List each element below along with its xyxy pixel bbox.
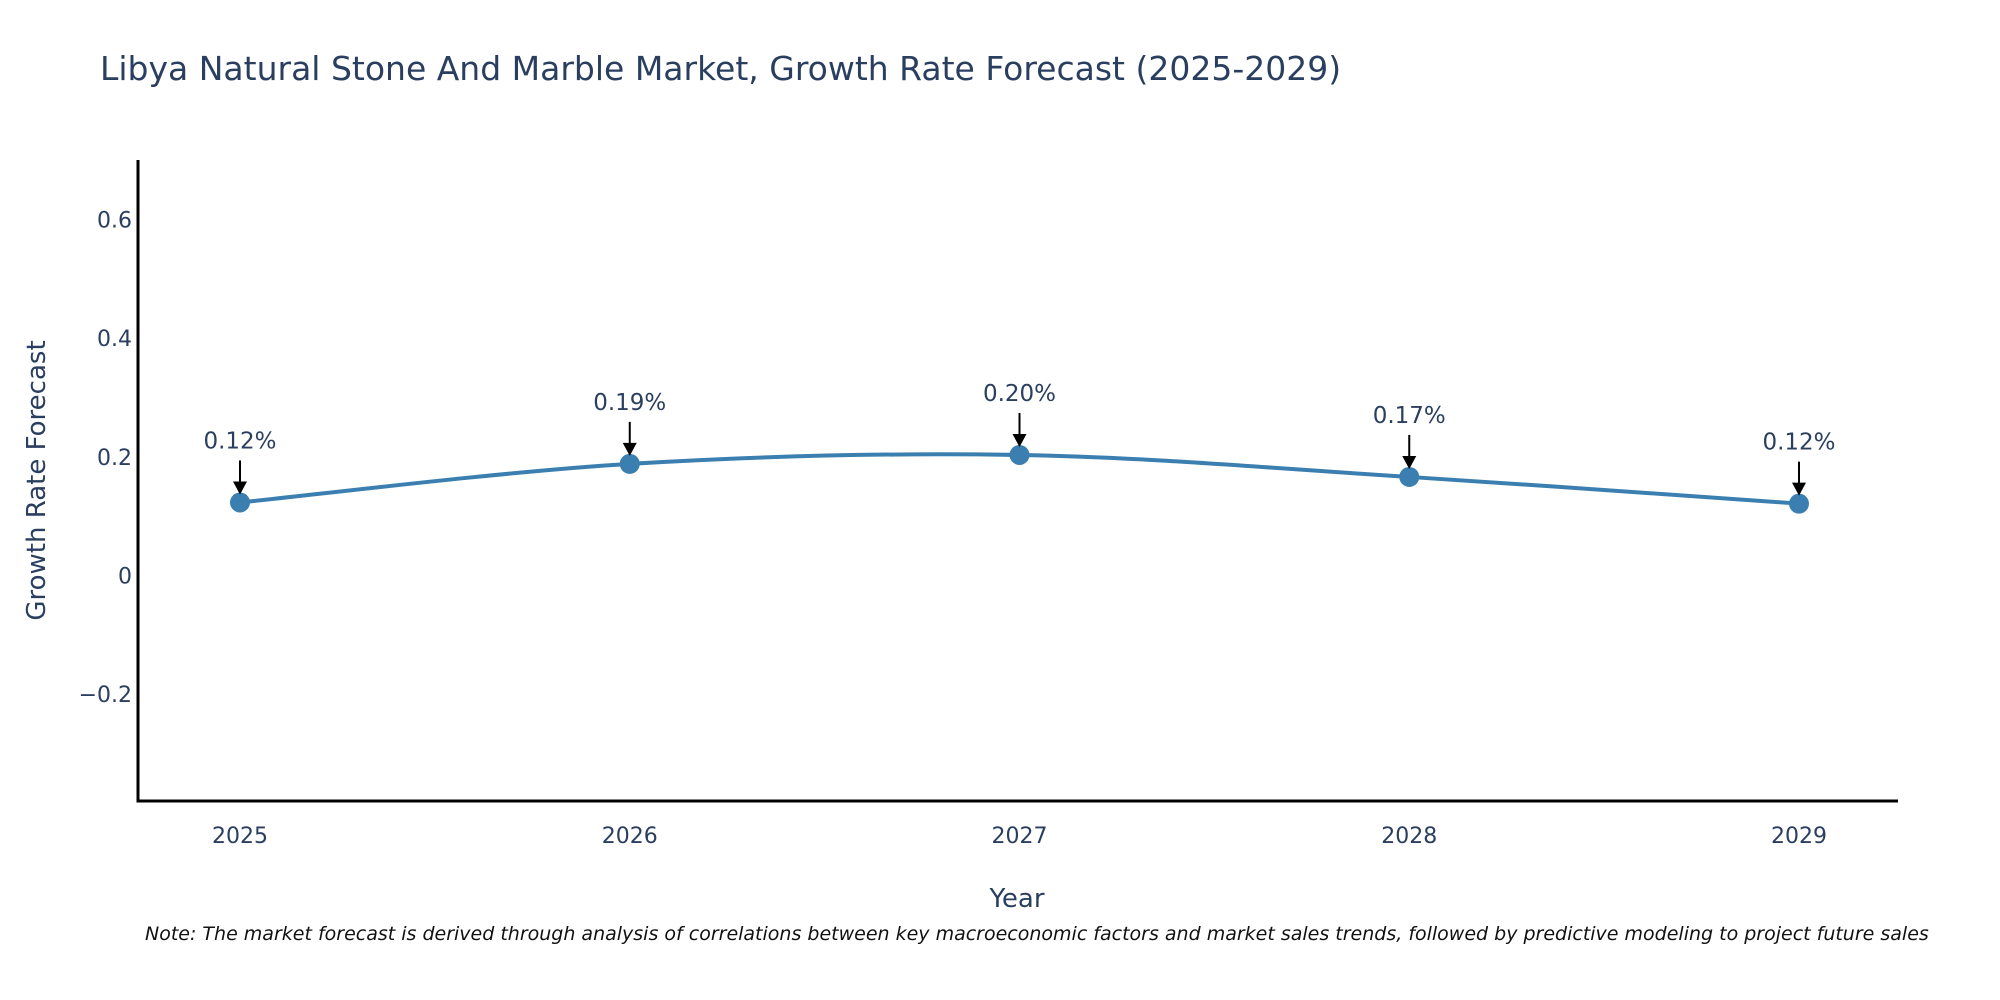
annotation-2028: 0.17% [1373, 403, 1446, 469]
footnote: Note: The market forecast is derived thr… [145, 923, 1929, 945]
data-label: 0.12% [1762, 430, 1835, 456]
data-point-2029 [1789, 493, 1809, 514]
data-label: 0.12% [203, 428, 276, 454]
annotation-2026: 0.19% [593, 390, 666, 456]
data-annotations: 0.12% 0.19% 0.20% 0.17% 0.12% [203, 381, 1836, 496]
chart-title: Libya Natural Stone And Marble Market, G… [100, 49, 1341, 88]
y-tick-label: 0.4 [97, 327, 132, 352]
x-tick-label: 2028 [1381, 824, 1437, 849]
annotation-arrow-head [622, 442, 637, 456]
annotation-2027: 0.20% [983, 381, 1056, 447]
data-points [230, 444, 1809, 514]
x-tick-label: 2026 [602, 824, 658, 849]
data-point-2026 [619, 453, 640, 474]
y-tick-label: 0.2 [97, 446, 132, 471]
annotation-2029: 0.12% [1762, 430, 1836, 496]
y-tick-label: −0.2 [79, 683, 132, 708]
annotation-arrow-head [1012, 433, 1027, 447]
x-tick-label: 2027 [992, 824, 1048, 849]
y-axis-title: Growth Rate Forecast [22, 340, 52, 620]
data-point-2025 [230, 492, 250, 513]
x-axis-title: Year [988, 884, 1044, 914]
annotation-arrow-head [233, 481, 247, 495]
annotation-arrow-head [1792, 482, 1806, 496]
y-tick-label: 0 [118, 564, 132, 589]
data-label: 0.17% [1373, 403, 1446, 429]
x-tick-label: 2029 [1771, 824, 1827, 849]
y-axis-ticks: 0.6 0.4 0.2 0 −0.2 [79, 208, 132, 708]
data-label: 0.19% [593, 390, 666, 416]
data-point-2027 [1009, 444, 1030, 465]
annotation-arrow-head [1402, 455, 1417, 469]
data-label: 0.20% [983, 381, 1056, 407]
annotation-2025: 0.12% [203, 428, 277, 495]
x-axis-ticks: 2025 2026 2027 2028 2029 [212, 824, 1827, 849]
y-tick-label: 0.6 [97, 208, 132, 233]
data-point-2028 [1399, 466, 1420, 487]
x-tick-label: 2025 [212, 824, 268, 849]
